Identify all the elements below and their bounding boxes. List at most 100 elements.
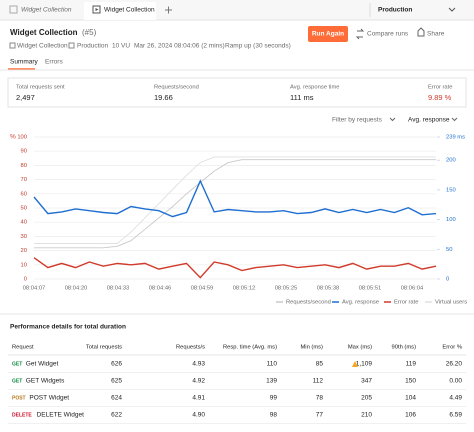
y2-tick-label: 50 [446,247,452,253]
metric-select[interactable]: Avg. response [408,117,450,124]
y-axis-label: % [10,134,16,141]
cell: 98 [270,412,278,419]
view-tab[interactable]: Summary [10,59,39,66]
play-icon [95,8,99,11]
method: GET [12,378,22,384]
stat-value: 2,497 [16,93,35,102]
legend-label: Avg. response [342,300,379,306]
y2-tick-label: 200 [446,158,456,164]
method: POST [12,395,26,401]
warning-icon [352,361,358,367]
filter[interactable]: Filter by requests [332,117,383,124]
stat-label: Requests/second [154,85,199,91]
stat-value: 9.89 % [428,93,452,102]
cell: 624 [111,395,122,402]
request-name: POST Widget [29,395,69,402]
column-header: Requests/s [176,345,205,351]
active-tab[interactable] [84,2,156,20]
series-line [33,257,437,279]
cell: 622 [111,412,122,419]
method: DELETE [12,412,32,418]
cell: 119 [406,361,417,368]
run-title: Widget Collection [10,28,78,37]
x-tick-label: 08:05:25 [275,286,298,292]
cell: 210 [361,412,372,419]
share-icon [417,27,425,37]
chevron [451,117,458,122]
compare-icon [355,28,365,40]
x-tick-label: 08:05:38 [317,286,340,292]
request-name: GET Widgets [26,378,65,385]
cell: 205 [361,395,372,402]
run-id: (#5) [82,28,97,37]
request-name: DELETE Widget [37,412,85,419]
y-tick-label: 10 [21,262,27,268]
meta: 10 VU [112,43,130,50]
legend-label: Virtual users [435,300,467,306]
y-tick-label: 20 [21,248,27,254]
cell: 26.20 [446,361,463,368]
cell: 139 [266,378,277,385]
tab-icon [92,5,101,14]
y2-tick-label: 100 [446,217,456,223]
cell: 347 [361,378,372,385]
cell: 85 [316,361,324,368]
cell: 150 [405,378,416,385]
x-tick-label: 08:04:33 [107,286,130,292]
view-tab[interactable]: Errors [45,59,63,66]
method: GET [12,361,22,367]
column-header: Total requests [86,345,122,351]
icon [9,42,16,49]
stat-value: 19.66 [154,93,173,102]
cell: 4.49 [449,395,462,402]
cell: 4.91 [192,395,205,402]
y-tick-label: 50 [21,206,27,212]
y2-tick-label: 0 [446,277,449,283]
stats-box [7,77,467,108]
x-tick-label: 08:04:07 [23,286,46,292]
cell: 626 [111,361,122,368]
cell: 104 [405,395,416,402]
x-tick-label: 08:06:04 [401,286,424,292]
run-again-label[interactable]: Run Again [312,31,344,38]
cell: 110 [267,361,278,368]
compare-runs[interactable]: Compare runs [367,31,409,38]
chevron [448,7,456,12]
share[interactable]: Share [427,31,445,38]
meta: Widget Collection [17,43,68,50]
new-tab[interactable] [165,6,172,14]
meta: Ramp up (30 seconds) [225,43,291,50]
column-header: Resp. time (Avg. ms) [223,345,277,351]
meta: Production [77,43,108,50]
icon [68,42,75,49]
series-line [34,156,436,244]
column-header: 90th (ms) [392,345,417,351]
cell: 4.90 [192,412,205,419]
stat-label: Total requests sent [16,85,65,91]
cell: 6.59 [449,412,462,419]
x-tick-label: 08:04:20 [65,286,88,292]
stat-label: Error rate [428,85,452,91]
y-tick-label: 0 [24,277,27,283]
run-again-button[interactable] [308,26,348,42]
chevron [389,117,396,122]
x-tick-label: 08:05:12 [233,286,256,292]
tab[interactable]: Widget Collection [104,7,155,14]
tab[interactable]: Widget Collection [21,7,72,14]
cell: 106 [405,412,416,419]
cell: 77 [316,412,324,419]
meta: Mar 26, 2024 08:04:06 (2 mins) [134,43,225,50]
cell: 0.00 [449,378,462,385]
table-title: Performance details for total duration [10,324,126,331]
cell: 4.93 [192,361,205,368]
stat-label: Avg. response time [290,85,340,91]
stat-value: 111 ms [290,93,314,102]
series-line [34,159,436,249]
y2-tick-label: 150 [446,187,456,193]
environment[interactable]: Production [378,7,412,14]
y-tick-label: 80 [21,163,27,169]
x-tick-label: 08:05:51 [359,286,382,292]
series-line [33,179,437,218]
column-header: Request [12,345,34,351]
